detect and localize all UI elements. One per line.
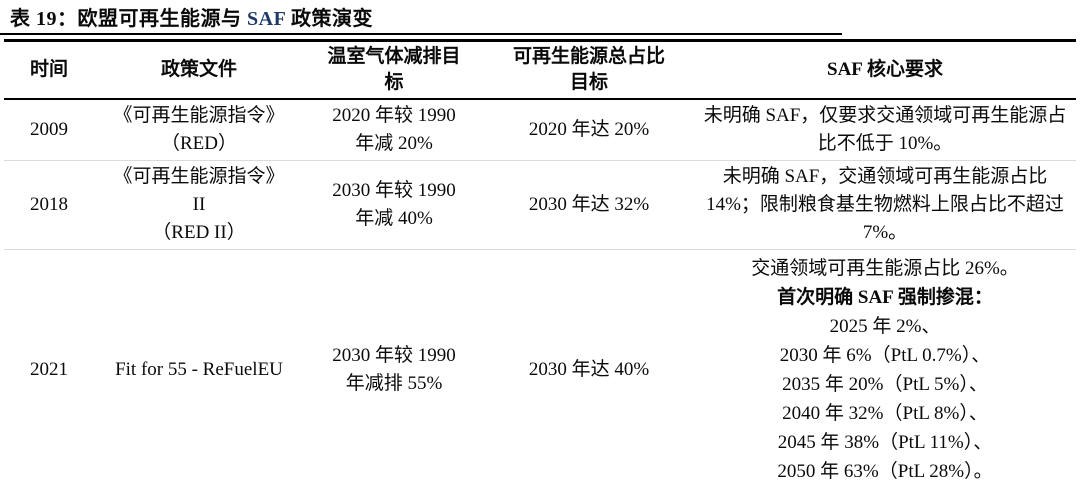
table-caption-prefix: 表 19：欧盟可再生能源与 — [10, 8, 247, 30]
saf-mandate-item: 2050 年 63%（PtL 28%）。 — [777, 461, 993, 482]
col-header-time: 时间 — [4, 40, 94, 100]
table-caption-suffix: 政策演变 — [285, 8, 374, 30]
table-row-2021: 2021 Fit for 55 - ReFuelEU 2030 年较 1990 … — [4, 250, 1076, 484]
cell-ghg-target: 2030 年较 1990 年减排 55% — [332, 345, 456, 394]
cell-renewable-target: 2030 年达 32% — [528, 194, 650, 215]
cell-renewable-target: 2020 年达 20% — [528, 119, 650, 140]
cell-policy: 《可再生能源指令》 （RED） — [113, 105, 285, 154]
table-header-row: 时间 政策文件 温室气体减排目 标 可再生能源总占比 目标 SAF 核心要求 — [4, 40, 1076, 100]
saf-mandate-item: 2035 年 20%（PtL 5%）、 — [782, 374, 988, 395]
saf-mandate-item: 2030 年 6%（PtL 0.7%）、 — [779, 345, 991, 366]
cell-ghg-target: 2030 年较 1990 年减 40% — [332, 180, 456, 229]
policy-evolution-table: 时间 政策文件 温室气体减排目 标 可再生能源总占比 目标 SAF 核心要求 2… — [4, 39, 1076, 484]
table-row-2018: 2018 《可再生能源指令》 II （RED II） 2030 年较 1990 … — [4, 161, 1076, 250]
cell-saf-requirements: 交通领域可再生能源占比 26%。 首次明确 SAF 强制掺混： 2025 年 2… — [694, 250, 1076, 484]
cell-saf-requirements: 未明确 SAF，交通领域可再生能源占比 14%；限制粮食基生物燃料上限占比不超过… — [706, 166, 1064, 243]
col-header-saf-requirements: SAF 核心要求 — [694, 40, 1076, 100]
cell-saf-requirements: 未明确 SAF，仅要求交通领域可再生能源占比不低于 10%。 — [703, 105, 1067, 154]
table-row-2009: 2009 《可再生能源指令》 （RED） 2020 年较 1990 年减 20%… — [4, 99, 1076, 161]
cell-policy: Fit for 55 - ReFuelEU — [115, 359, 283, 380]
saf-mandate-item: 2045 年 38%（PtL 11%）、 — [777, 432, 993, 453]
cell-ghg-target: 2020 年较 1990 年减 20% — [332, 105, 456, 154]
saf-intro-line: 交通领域可再生能源占比 26%。 — [751, 258, 1019, 279]
cell-policy: 《可再生能源指令》 II （RED II） — [113, 166, 285, 243]
table-caption: 表 19：欧盟可再生能源与 SAF 政策演变 — [0, 0, 1080, 31]
saf-mandate-heading: 首次明确 SAF 强制掺混： — [777, 287, 993, 308]
col-header-policy: 政策文件 — [94, 40, 304, 100]
cell-renewable-target: 2030 年达 40% — [528, 359, 650, 380]
table-caption-saf-highlight: SAF — [247, 8, 286, 30]
caption-underline — [0, 33, 843, 35]
saf-mandate-item: 2025 年 2%、 — [829, 316, 941, 337]
cell-time: 2021 — [30, 359, 68, 380]
saf-mandate-item: 2040 年 32%（PtL 8%）、 — [782, 403, 988, 424]
cell-time: 2009 — [30, 119, 68, 140]
cell-time: 2018 — [30, 194, 68, 215]
col-header-ghg-target: 温室气体减排目 标 — [304, 40, 484, 100]
col-header-renewable-target: 可再生能源总占比 目标 — [484, 40, 694, 100]
